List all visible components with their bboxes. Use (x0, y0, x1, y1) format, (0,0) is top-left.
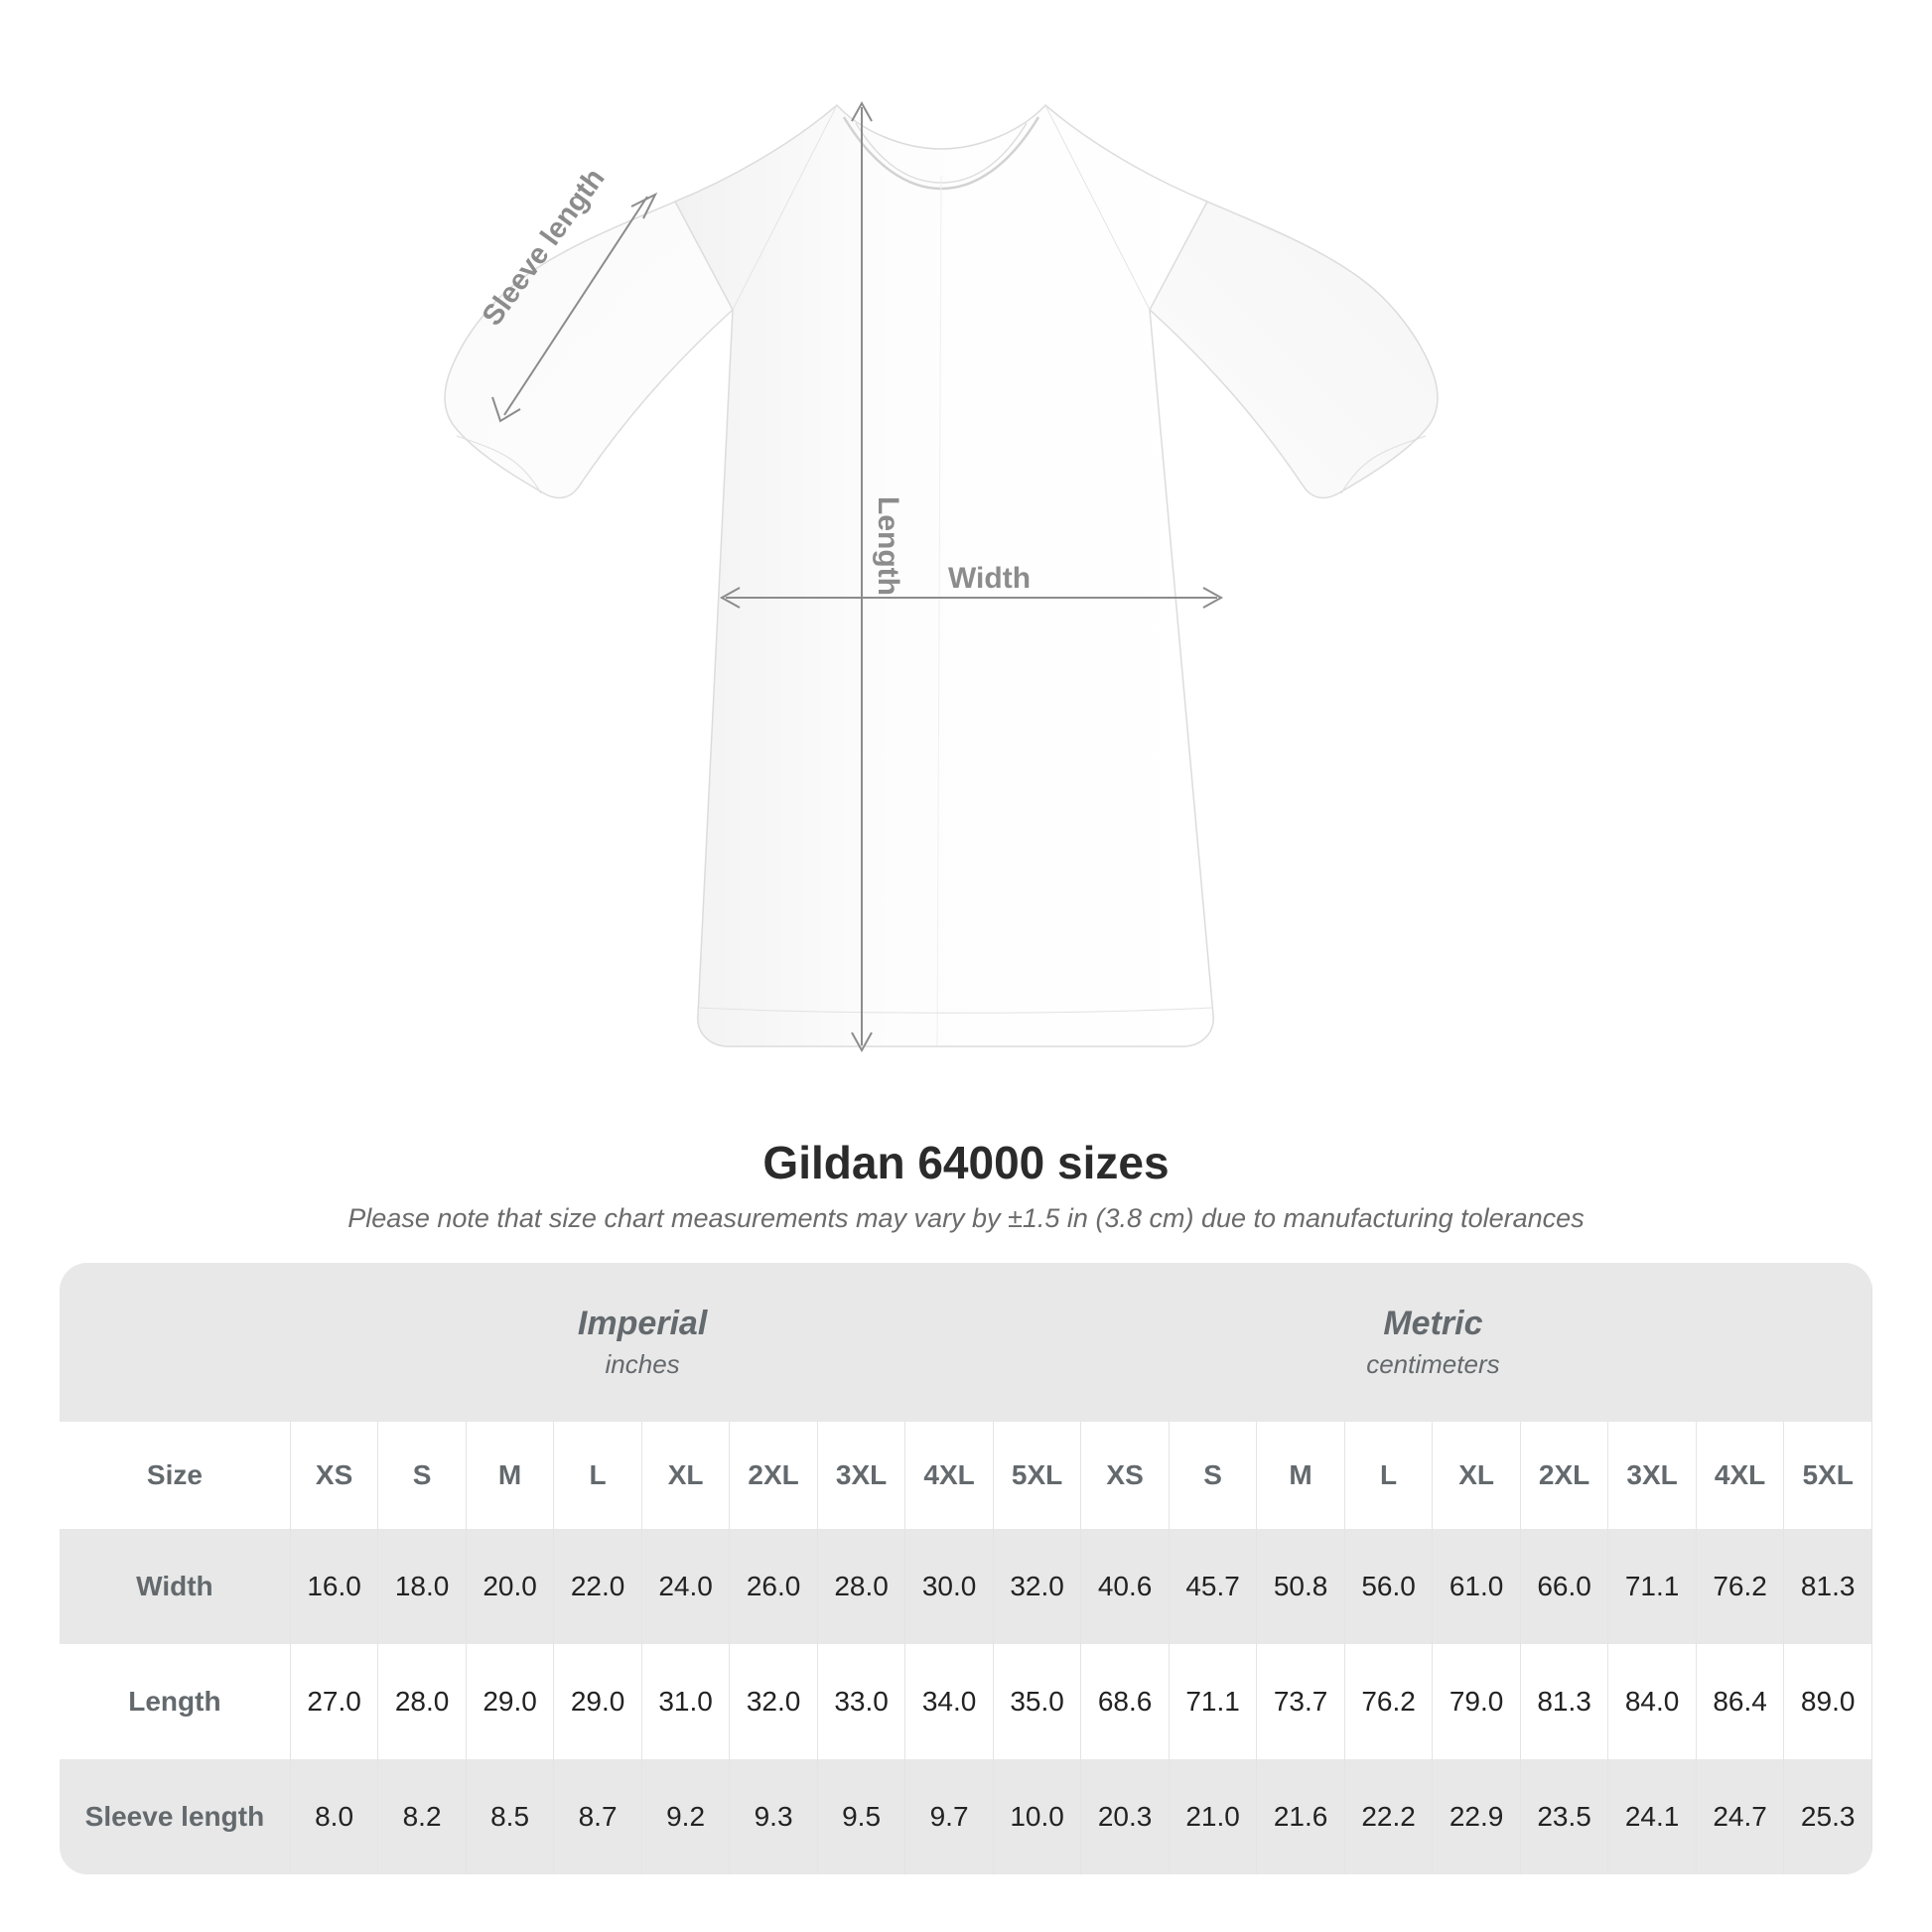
svg-text:Length: Length (872, 496, 904, 596)
svg-text:Width: Width (948, 562, 1031, 595)
